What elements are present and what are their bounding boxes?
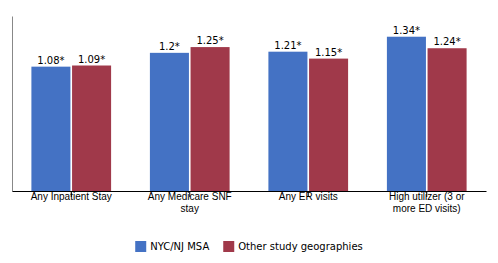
legend-label: Other study geographies	[238, 241, 363, 252]
data-label: 1.15*	[315, 47, 342, 58]
data-label: 1.24*	[433, 36, 460, 47]
bars	[31, 37, 466, 191]
legend-swatch	[135, 241, 146, 252]
bar	[150, 53, 189, 191]
x-tick: High utilizer (3 ormore ED visits)	[389, 191, 465, 214]
x-tick-label-line: more ED visits)	[393, 203, 461, 214]
bar	[31, 67, 70, 191]
bar	[72, 66, 111, 191]
x-tick-label-line: High utilizer (3 or	[389, 191, 465, 202]
plot-area: 1.08* 1.2* 1.21* 1.34* 1.09* 1.25* 1.15* 1.24* A…	[13, 17, 487, 214]
x-tick-label-line: Any Medicare SNF	[148, 191, 232, 202]
data-labels: 1.08* 1.2* 1.21* 1.34* 1.09* 1.25* 1.15* 1.24*	[37, 25, 460, 66]
bar	[428, 48, 467, 191]
x-tick: Any Inpatient Stay	[31, 191, 112, 202]
bar	[268, 52, 307, 191]
legend-item: NYC/NJ MSA	[135, 241, 209, 252]
bar	[387, 37, 426, 191]
y-axis-line	[12, 17, 13, 192]
legend-item: Other study geographies	[223, 241, 363, 252]
bar	[309, 59, 348, 191]
chart: 1.08* 1.2* 1.21* 1.34* 1.09* 1.25* 1.15* 1.24* A…	[0, 0, 498, 263]
x-tick-label: Any Medicare SNFstay	[148, 191, 232, 214]
data-label: 1.34*	[393, 25, 420, 36]
x-tick-label: Any Inpatient Stay	[31, 191, 112, 202]
bar	[191, 47, 230, 191]
x-tick-label: Any ER visits	[279, 191, 338, 202]
legend: NYC/NJ MSA Other study geographies	[135, 241, 363, 252]
x-tick-label-line: Any ER visits	[279, 191, 338, 202]
bar-series	[31, 37, 426, 191]
x-tick: Any Medicare SNFstay	[148, 191, 232, 214]
x-tick: Any ER visits	[279, 191, 338, 202]
x-axis: Any Inpatient StayAny Medicare SNFstayAn…	[13, 191, 487, 214]
x-tick-label-line: stay	[181, 203, 199, 214]
data-label: 1.09*	[78, 54, 105, 65]
data-label: 1.21*	[274, 40, 301, 51]
y-axis	[12, 17, 13, 192]
data-label: 1.08*	[37, 55, 64, 66]
data-label: 1.25*	[196, 35, 223, 46]
bar-series	[72, 47, 467, 191]
x-tick-label: High utilizer (3 ormore ED visits)	[389, 191, 465, 214]
x-tick-label-line: Any Inpatient Stay	[31, 191, 112, 202]
data-label: 1.2*	[159, 41, 180, 52]
legend-swatch	[223, 241, 234, 252]
legend-label: NYC/NJ MSA	[150, 241, 209, 252]
